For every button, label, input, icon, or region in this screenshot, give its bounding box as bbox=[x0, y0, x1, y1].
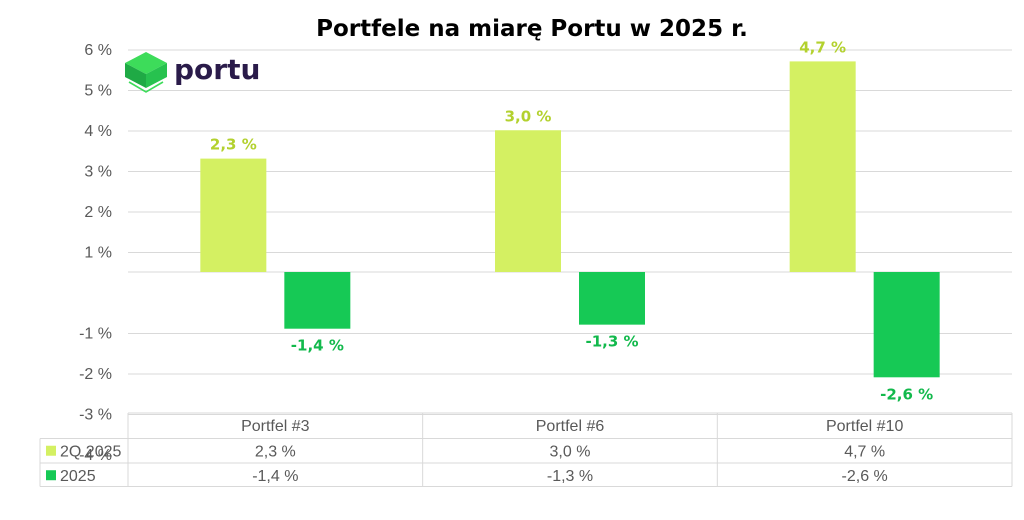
legend-key bbox=[46, 445, 56, 456]
table-cell: 3,0 % bbox=[550, 444, 591, 461]
bar bbox=[495, 130, 561, 272]
portu-logo: portu bbox=[125, 52, 260, 93]
y-tick-label: 2 % bbox=[84, 204, 112, 221]
bar bbox=[873, 272, 940, 378]
data-labels: 2,3 % -1,4 % 3,0 % -1,3 % 4,7 % -2,6 % bbox=[210, 38, 933, 403]
y-tick-label: 3 % bbox=[84, 164, 112, 181]
logo-wordmark: portu bbox=[174, 53, 260, 86]
y-tick-label: 6 % bbox=[84, 42, 112, 59]
y-tick-label: 1 % bbox=[84, 245, 112, 262]
chart-title: Portfele na miarę Portu w 2025 r. bbox=[316, 16, 748, 42]
legend-label: 2Q 2025 bbox=[60, 444, 121, 461]
y-tick-label: -2 % bbox=[79, 366, 112, 383]
category-label: Portfel #10 bbox=[826, 418, 903, 435]
table-cell: 4,7 % bbox=[844, 444, 885, 461]
data-label: -1,3 % bbox=[585, 333, 638, 351]
data-table: Portfel #3 Portfel #6 Portfel #10 2Q 2025 2,… bbox=[39, 412, 1013, 487]
y-tick-label: 5 % bbox=[84, 83, 112, 100]
gridlines bbox=[128, 49, 1012, 415]
data-label: -2,6 % bbox=[880, 385, 933, 403]
category-label: Portfel #6 bbox=[536, 418, 605, 435]
bar bbox=[284, 272, 351, 329]
bars bbox=[200, 61, 940, 378]
legend-key bbox=[46, 470, 56, 481]
bar bbox=[579, 272, 645, 325]
y-tick-label: 4 % bbox=[84, 123, 112, 140]
legend-label: 2025 bbox=[60, 468, 96, 485]
data-label: 3,0 % bbox=[505, 107, 552, 125]
data-label: -1,4 % bbox=[291, 337, 344, 355]
table-cell: -1,4 % bbox=[252, 468, 298, 485]
logo-cube-icon bbox=[125, 52, 167, 93]
y-tick-label: -1 % bbox=[79, 326, 112, 343]
y-tick-label: -3 % bbox=[79, 407, 112, 424]
y-tick-label: -4 % bbox=[79, 447, 112, 464]
table-cell: 2,3 % bbox=[255, 444, 296, 461]
data-label: 4,7 % bbox=[799, 38, 846, 56]
data-label: 2,3 % bbox=[210, 136, 257, 154]
y-axis: 6 % 5 % 4 % 3 % 2 % 1 % -1 % -2 % -3 % -4 % bbox=[79, 42, 112, 464]
bar bbox=[789, 61, 856, 273]
bar bbox=[200, 158, 267, 272]
table-cell: -2,6 % bbox=[842, 468, 888, 485]
table-cell: -1,3 % bbox=[547, 468, 593, 485]
category-label: Portfel #3 bbox=[241, 418, 310, 435]
